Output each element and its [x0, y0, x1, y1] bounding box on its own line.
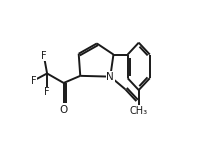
Text: F: F [44, 87, 50, 97]
Text: F: F [41, 51, 47, 61]
Text: O: O [60, 105, 68, 115]
Text: F: F [31, 76, 37, 86]
Text: N: N [106, 72, 114, 82]
Text: CH₃: CH₃ [130, 106, 148, 116]
